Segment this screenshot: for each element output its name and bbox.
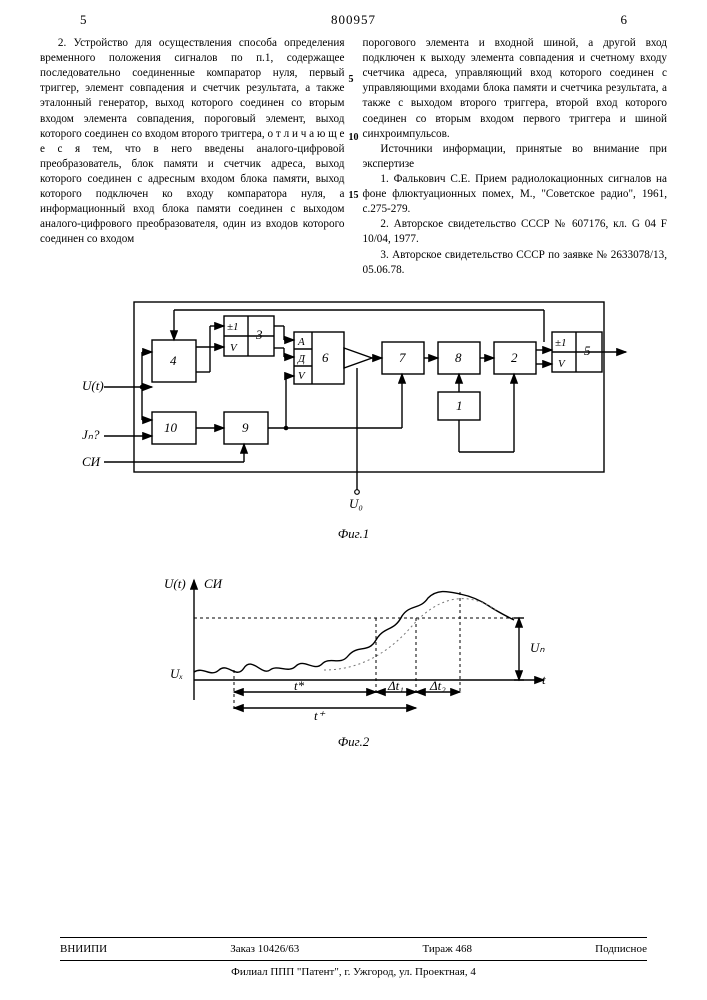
paragraph: 2. Устройство для осуществления способа … — [40, 36, 345, 248]
page-right: 6 — [621, 12, 628, 28]
block-6-a: А — [297, 336, 305, 348]
source-item: 3. Авторское свидетельство СССР по заявк… — [363, 248, 668, 278]
block-3-top: ±1 — [227, 321, 239, 333]
footer: ВНИИПИ Заказ 10426/63 Тираж 468 Подписно… — [0, 934, 707, 980]
block-2-label: 2 — [511, 350, 518, 365]
footer-sub: Подписное — [595, 943, 647, 955]
footer-tirazh: Тираж 468 — [422, 943, 472, 955]
block-4-label: 4 — [170, 353, 177, 368]
line-marker: 5 — [349, 74, 359, 85]
signal-jn: Jₙ? — [82, 427, 100, 442]
signal-u0: U₀ — [349, 496, 363, 511]
sources-heading: Источники информации, принятые во вниман… — [363, 142, 668, 172]
label-ux: Uₓ — [170, 666, 183, 681]
block-1-label: 1 — [456, 398, 463, 413]
figure-1: .blk { fill:#fff; stroke:#000; stroke-wi… — [0, 292, 707, 542]
source-item: 1. Фалькович С.Е. Прием радиолокационных… — [363, 172, 668, 217]
block-8-label: 8 — [455, 350, 462, 365]
label-tstar: t* — [294, 678, 305, 693]
label-dt1: Δt₁ — [387, 678, 404, 693]
block-3-num: 3 — [255, 327, 263, 342]
block-5-top: ±1 — [555, 337, 567, 349]
label-dt2: Δt₂ — [429, 678, 446, 693]
page-left: 5 — [80, 12, 87, 28]
block-5-num: 5 — [584, 343, 591, 358]
block-10-label: 10 — [164, 420, 178, 435]
source-item: 2. Авторское свидетельство СССР № 607176… — [363, 217, 668, 247]
label-tplus: t⁺ — [314, 708, 326, 723]
axis-t: t — [542, 672, 546, 687]
waveform-svg: .ax { stroke:#000; stroke-width:1.4; fil… — [144, 570, 564, 730]
label-un: Uₙ — [530, 640, 545, 655]
axis-ut: U(t) — [164, 576, 186, 591]
signal-si: СИ — [82, 454, 101, 469]
line-marker: 10 — [349, 132, 359, 143]
block-diagram-svg: .blk { fill:#fff; stroke:#000; stroke-wi… — [74, 292, 634, 522]
footer-address: Филиал ППП "Патент", г. Ужгород, ул. Про… — [231, 966, 476, 978]
left-column: 2. Устройство для осуществления способа … — [40, 36, 345, 278]
page-header: 5 800957 6 — [0, 0, 707, 32]
block-9-label: 9 — [242, 420, 249, 435]
patent-number: 800957 — [331, 12, 376, 28]
right-column: порогового элемента и входной шиной, а д… — [363, 36, 668, 278]
figure-2: .ax { stroke:#000; stroke-width:1.4; fil… — [0, 570, 707, 750]
paragraph: порогового элемента и входной шиной, а д… — [363, 36, 668, 142]
fig1-caption: Фиг.1 — [338, 526, 370, 542]
fig2-caption: Фиг.2 — [338, 734, 370, 750]
label-si: СИ — [204, 576, 223, 591]
footer-order: Заказ 10426/63 — [230, 943, 299, 955]
block-6-d: Д — [297, 353, 306, 365]
block-6-num: 6 — [322, 350, 329, 365]
signal-ut: U(t) — [82, 378, 104, 393]
line-numbers: 5 10 15 — [349, 74, 359, 201]
block-7-label: 7 — [399, 350, 406, 365]
footer-org: ВНИИПИ — [60, 943, 107, 955]
line-marker: 15 — [349, 190, 359, 201]
